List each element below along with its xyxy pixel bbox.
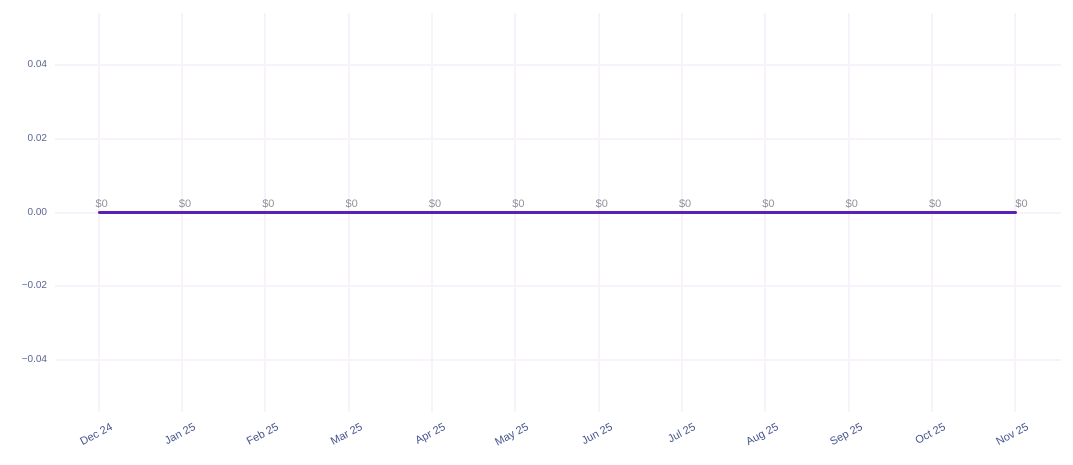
x-axis-tick-label: Mar 25 bbox=[328, 421, 365, 448]
data-point-label: $0 bbox=[95, 198, 108, 210]
data-point-label: $0 bbox=[178, 198, 192, 210]
data-point-label: $0 bbox=[1015, 198, 1028, 210]
x-axis-tick-label: May 25 bbox=[493, 421, 531, 449]
data-point-label: $0 bbox=[762, 198, 775, 210]
data-point-label: $0 bbox=[595, 198, 608, 210]
y-axis-tick-label: −0.04 bbox=[21, 354, 47, 365]
x-axis-tick-label: Sep 25 bbox=[827, 421, 865, 448]
horizontal-gridline bbox=[55, 285, 1061, 288]
y-axis-tick-label: 0.04 bbox=[27, 59, 47, 70]
x-axis-tick-label: Jul 25 bbox=[666, 421, 698, 446]
x-axis-tick-label: Jun 25 bbox=[579, 421, 615, 448]
x-axis-tick-label: Oct 25 bbox=[913, 421, 948, 447]
data-point-label: $0 bbox=[845, 198, 858, 210]
data-point-label: $0 bbox=[428, 198, 442, 210]
data-point-label: $0 bbox=[512, 198, 525, 210]
data-point-label: $0 bbox=[678, 198, 692, 210]
data-point-label: $0 bbox=[262, 198, 275, 210]
x-axis-tick-label: Feb 25 bbox=[244, 421, 281, 448]
horizontal-gridline bbox=[55, 137, 1061, 140]
x-axis-tick-label: Apr 25 bbox=[413, 421, 448, 447]
y-axis-tick-label: 0.02 bbox=[27, 132, 47, 144]
y-axis-tick-label: 0.00 bbox=[27, 206, 47, 218]
x-axis-tick-label: Aug 25 bbox=[744, 421, 781, 448]
data-point-label: $0 bbox=[929, 198, 942, 210]
horizontal-gridline bbox=[55, 359, 1061, 361]
horizontal-gridline bbox=[55, 64, 1061, 66]
data-point-label: $0 bbox=[345, 198, 358, 210]
y-axis-tick-label: −0.02 bbox=[21, 280, 47, 292]
data-series-line bbox=[98, 211, 1017, 214]
x-axis-tick-label: Jan 25 bbox=[162, 421, 198, 448]
x-axis-tick-label: Nov 25 bbox=[994, 421, 1031, 448]
x-axis-tick-label: Dec 24 bbox=[77, 421, 115, 448]
